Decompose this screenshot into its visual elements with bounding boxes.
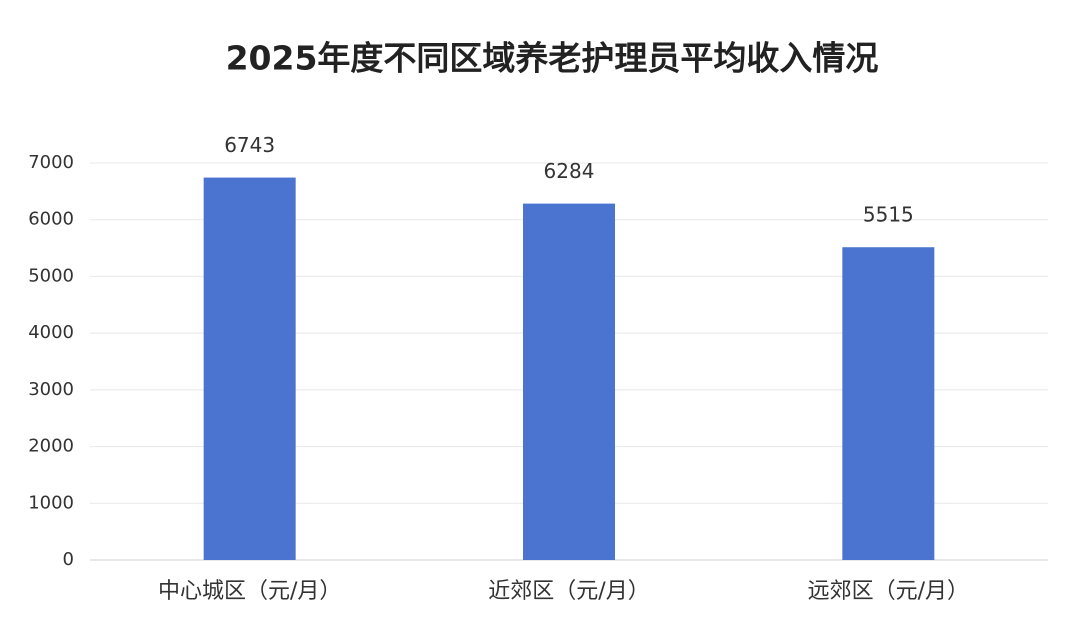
y-tick-label: 4000 <box>28 322 74 343</box>
y-tick-label: 6000 <box>28 209 74 230</box>
chart-title: 2025年度不同区域养老护理员平均收入情况 <box>226 39 879 78</box>
x-tick-label: 远郊区（元/月） <box>808 579 969 604</box>
x-tick-label: 中心城区（元/月） <box>158 579 341 604</box>
y-tick-label: 7000 <box>28 152 74 173</box>
bar <box>523 203 615 560</box>
data-label: 6743 <box>224 133 275 157</box>
y-tick-label: 3000 <box>28 379 74 400</box>
bar <box>842 247 935 561</box>
data-label: 5515 <box>863 203 914 227</box>
y-tick-label: 5000 <box>28 265 74 286</box>
y-tick-label: 1000 <box>28 492 74 513</box>
x-tick-label: 近郊区（元/月） <box>488 579 649 604</box>
bar <box>203 177 296 561</box>
y-tick-label: 0 <box>63 549 74 570</box>
data-label: 6284 <box>544 159 595 183</box>
y-tick-label: 2000 <box>28 436 74 457</box>
